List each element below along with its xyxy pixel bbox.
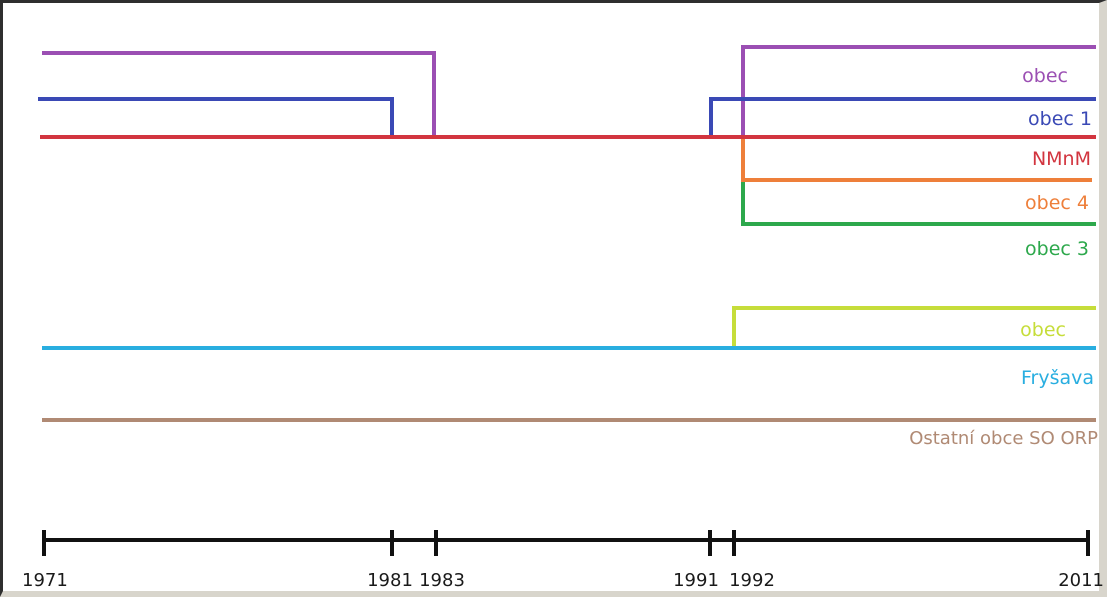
label-obec-purple: obec bbox=[1022, 65, 1068, 87]
axis-tick-label-1992: 1992 bbox=[729, 570, 775, 591]
label-ostatni-obce: Ostatní obce SO ORP bbox=[909, 428, 1098, 449]
label-frysava: Fryšava bbox=[1021, 367, 1094, 389]
series-line-obec-yellow bbox=[732, 306, 1096, 348]
axis-tick-label-2011: 2011 bbox=[1058, 570, 1104, 591]
label-obec-4: obec 4 bbox=[1025, 192, 1089, 214]
series-line-obec-4 bbox=[741, 139, 1092, 182]
axis-tick-label-1971: 1971 bbox=[22, 570, 68, 591]
series-line-obec-purple bbox=[42, 45, 1096, 137]
time-axis-ticks: 1971 1981 1983 1991 1992 2011 bbox=[22, 530, 1104, 591]
label-obec-yellow: obec bbox=[1020, 319, 1066, 341]
axis-tick-label-1983: 1983 bbox=[419, 570, 465, 591]
label-obec-3: obec 3 bbox=[1025, 238, 1089, 260]
axis-tick-label-1991: 1991 bbox=[673, 570, 719, 591]
label-nmnm: NMnM bbox=[1032, 148, 1091, 170]
axis-tick-label-1981: 1981 bbox=[367, 570, 413, 591]
label-obec-1: obec 1 bbox=[1028, 108, 1092, 130]
series-line-obec-1 bbox=[38, 97, 1096, 137]
series-line-obec-3 bbox=[741, 182, 1096, 226]
